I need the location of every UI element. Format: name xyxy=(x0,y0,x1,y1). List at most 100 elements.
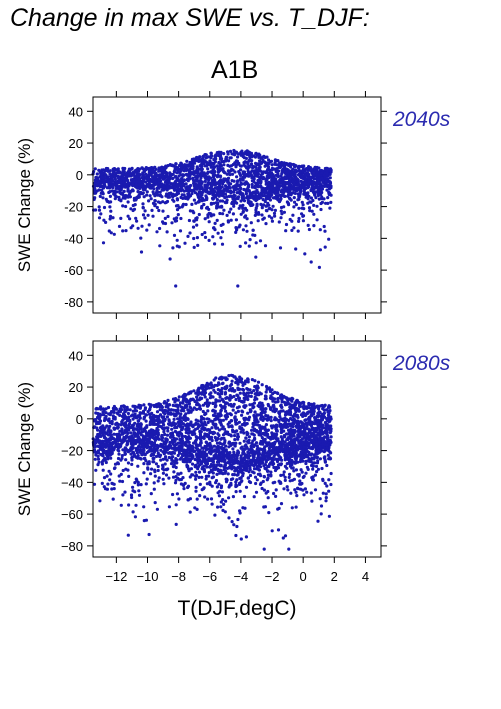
data-point xyxy=(106,405,111,410)
data-point xyxy=(126,461,130,465)
data-point xyxy=(279,177,283,181)
data-point xyxy=(233,170,237,174)
data-point xyxy=(328,176,332,180)
data-points xyxy=(91,148,333,288)
data-point xyxy=(141,213,146,217)
data-point xyxy=(172,463,176,467)
data-point xyxy=(304,461,308,466)
data-point xyxy=(213,221,217,225)
data-point xyxy=(210,502,214,506)
data-point xyxy=(197,191,201,195)
data-point xyxy=(320,466,324,471)
data-point xyxy=(141,186,145,190)
data-point xyxy=(307,206,312,210)
data-point xyxy=(126,533,130,537)
data-point xyxy=(188,231,192,235)
data-point xyxy=(283,440,287,444)
data-point xyxy=(124,229,128,233)
data-point xyxy=(182,178,186,182)
data-point xyxy=(182,182,187,186)
data-point xyxy=(96,181,100,185)
data-point xyxy=(115,171,119,175)
data-point xyxy=(110,175,114,179)
data-point xyxy=(120,427,124,431)
data-point xyxy=(264,170,268,174)
data-point xyxy=(157,476,161,480)
data-point xyxy=(189,188,194,193)
data-point xyxy=(216,185,220,189)
data-point xyxy=(108,217,112,221)
data-point xyxy=(195,216,199,220)
data-point xyxy=(203,217,207,221)
data-point xyxy=(222,208,226,212)
data-point xyxy=(163,462,167,466)
data-point xyxy=(297,206,301,210)
data-point xyxy=(278,193,282,197)
data-point xyxy=(323,458,327,462)
data-point xyxy=(119,192,123,196)
data-point xyxy=(270,219,274,223)
data-point xyxy=(266,168,270,172)
data-point xyxy=(312,203,316,207)
data-point xyxy=(264,194,268,198)
data-point xyxy=(109,430,113,434)
data-point xyxy=(255,188,259,192)
data-point xyxy=(243,206,247,210)
data-point xyxy=(309,188,313,192)
data-point xyxy=(237,225,241,229)
data-point xyxy=(94,468,98,472)
data-point xyxy=(322,404,326,408)
data-point xyxy=(326,453,330,457)
data-point xyxy=(220,490,224,494)
data-point xyxy=(326,196,330,200)
data-point xyxy=(313,488,318,492)
data-point xyxy=(140,224,144,228)
data-point xyxy=(277,220,281,224)
data-point xyxy=(203,153,207,157)
data-point xyxy=(292,444,296,448)
data-point xyxy=(195,223,199,227)
data-point xyxy=(299,190,303,194)
data-point xyxy=(219,236,223,240)
data-point xyxy=(256,467,261,471)
data-point xyxy=(281,178,285,182)
data-point xyxy=(183,241,187,245)
data-point xyxy=(136,179,141,183)
data-point xyxy=(231,212,235,216)
data-point xyxy=(112,167,116,171)
data-point xyxy=(273,390,277,394)
data-point xyxy=(319,185,323,189)
data-point xyxy=(185,454,190,458)
data-point xyxy=(97,460,101,464)
data-point xyxy=(180,205,184,209)
data-point xyxy=(269,437,273,441)
data-point xyxy=(131,485,135,489)
data-point xyxy=(268,172,272,176)
data-point xyxy=(268,198,272,202)
data-points xyxy=(91,373,333,551)
data-point xyxy=(292,181,296,185)
data-point xyxy=(212,431,217,435)
data-point xyxy=(106,199,110,204)
data-point xyxy=(168,423,172,427)
data-point xyxy=(237,405,241,409)
data-point xyxy=(172,199,176,203)
data-point xyxy=(261,186,265,190)
data-point xyxy=(254,208,258,212)
data-point xyxy=(259,196,263,200)
data-point xyxy=(182,166,186,170)
data-point xyxy=(218,395,222,399)
data-point xyxy=(97,188,101,192)
data-point xyxy=(255,202,259,206)
data-point xyxy=(222,180,226,184)
data-point xyxy=(136,483,140,487)
data-point xyxy=(265,204,269,208)
data-point xyxy=(226,176,231,180)
data-point xyxy=(288,163,292,167)
data-point xyxy=(167,505,171,509)
data-point xyxy=(279,473,283,477)
data-point xyxy=(183,195,187,199)
data-point xyxy=(220,230,225,234)
data-point xyxy=(308,200,312,204)
data-point xyxy=(160,168,164,172)
